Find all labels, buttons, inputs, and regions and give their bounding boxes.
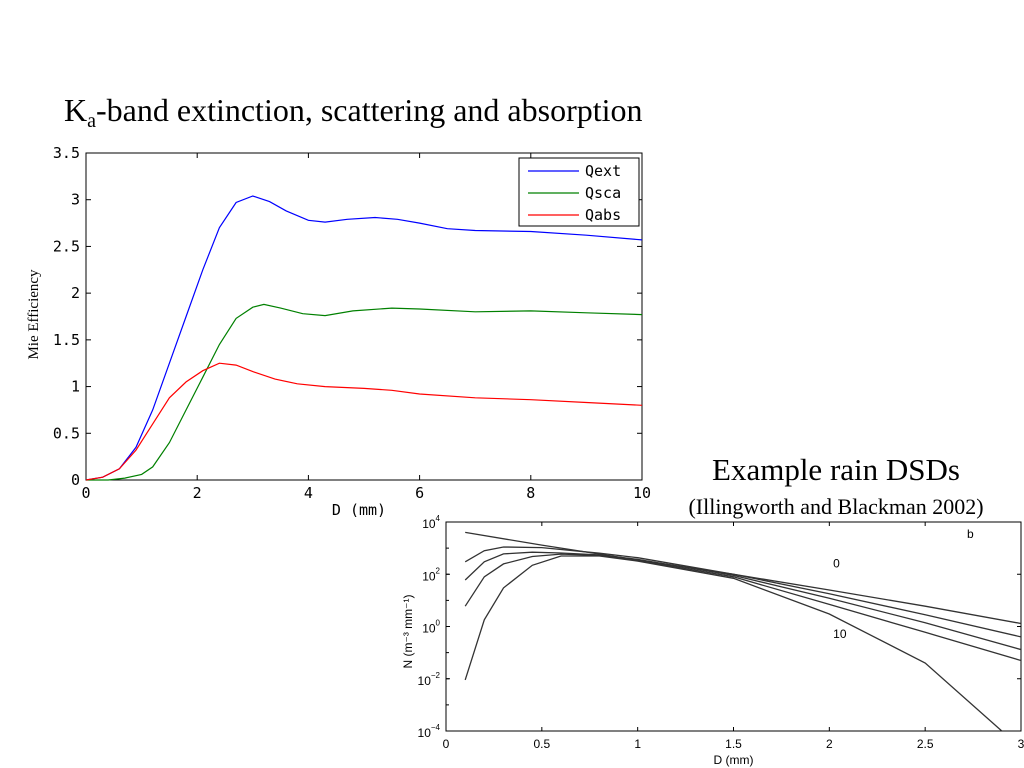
y-tick-label: 3.5 (53, 144, 80, 162)
dsd-y-tick-base: 10 (418, 674, 432, 688)
y-tick-label: 3 (71, 191, 80, 209)
dsd-y-tick-base: 10 (422, 517, 436, 531)
dsd-x-tick-label: 0 (443, 737, 450, 751)
title-k: K (64, 92, 88, 128)
dsd-y-tick-label: 104 (422, 514, 440, 531)
x-tick-label: 2 (193, 484, 202, 502)
legend-label-qabs: Qabs (585, 206, 621, 224)
dsd-x-tick-label: 3 (1018, 737, 1024, 751)
dsd-y-tick-label: 102 (422, 566, 440, 583)
mie-efficiency-chart: 0 2 4 6 8 10 0 0.5 1 1.5 2 2.5 3 3.5 D (mm) Mie Efficie… (26, 144, 651, 519)
y-tick-label: 0 (71, 471, 80, 489)
dsd-y-tick-label: 10−4 (418, 723, 441, 740)
dsd-curve-annotation: 10 (833, 627, 847, 641)
dsd-curve-annotation: 0 (833, 557, 840, 571)
dsd-curve-1 (464, 546, 1021, 638)
x-tick-label: 10 (633, 484, 651, 502)
x-tick-label: 0 (81, 484, 90, 502)
dsd-x-tick-label: 1.5 (725, 737, 742, 751)
dsd-y-tick-base: 10 (422, 622, 436, 636)
dsd-citation: (Illingworth and Blackman 2002) (688, 494, 984, 519)
y-tick-label: 0.5 (53, 424, 80, 442)
x-axis-label: D (mm) (332, 501, 386, 519)
dsd-title: Example rain DSDs (712, 452, 960, 487)
dsd-curve-2 (464, 551, 1021, 651)
dsd-plot-frame (445, 521, 1022, 732)
y-tick-label: 2 (71, 284, 80, 302)
dsd-x-axis-label: D (mm) (714, 753, 754, 767)
title-rest: -band extinction, scattering and absorpt… (96, 92, 643, 128)
dsd-x-tick-label: 2 (826, 737, 833, 751)
series-line-qext (85, 195, 643, 481)
dsd-panel-label: b (967, 527, 974, 541)
dsd-x-tick-label: 2.5 (917, 737, 934, 751)
dsd-y-tick-base: 10 (418, 726, 432, 740)
y-tick-label: 1.5 (53, 331, 80, 349)
x-tick-label: 6 (415, 484, 424, 502)
dsd-curve-3 (464, 553, 1021, 662)
dsd-y-tick-exponent: −2 (431, 671, 441, 680)
y-tick-label: 1 (71, 378, 80, 396)
legend-label-qsca: Qsca (585, 184, 621, 202)
x-tick-label: 8 (526, 484, 535, 502)
legend-label-qext: Qext (585, 162, 621, 180)
dsd-y-tick-exponent: 0 (436, 619, 441, 628)
dsd-x-tick-label: 0.5 (533, 737, 550, 751)
dsd-y-tick-exponent: −4 (431, 723, 441, 732)
slide-title: Ka-band extinction, scattering and absor… (64, 90, 643, 132)
dsd-y-axis-label: N (m⁻³ mm⁻¹) (401, 595, 415, 669)
dsd-y-tick-exponent: 2 (436, 566, 441, 575)
dsd-y-tick-exponent: 4 (436, 514, 441, 523)
series-line-qsca (86, 303, 643, 481)
dsd-y-tick-label: 10−2 (418, 671, 441, 688)
plot-frame (85, 152, 643, 481)
x-tick-label: 4 (304, 484, 313, 502)
y-axis-label: Mie Efficiency (26, 269, 42, 360)
dsd-y-tick-label: 100 (422, 619, 440, 636)
dsd-y-tick-base: 10 (422, 569, 436, 583)
y-tick-label: 2.5 (53, 237, 80, 255)
dsd-x-tick-label: 1 (634, 737, 641, 751)
series-line-qabs (85, 362, 643, 481)
dsd-curve-4 (464, 555, 1003, 731)
title-subscript: a (87, 110, 96, 132)
